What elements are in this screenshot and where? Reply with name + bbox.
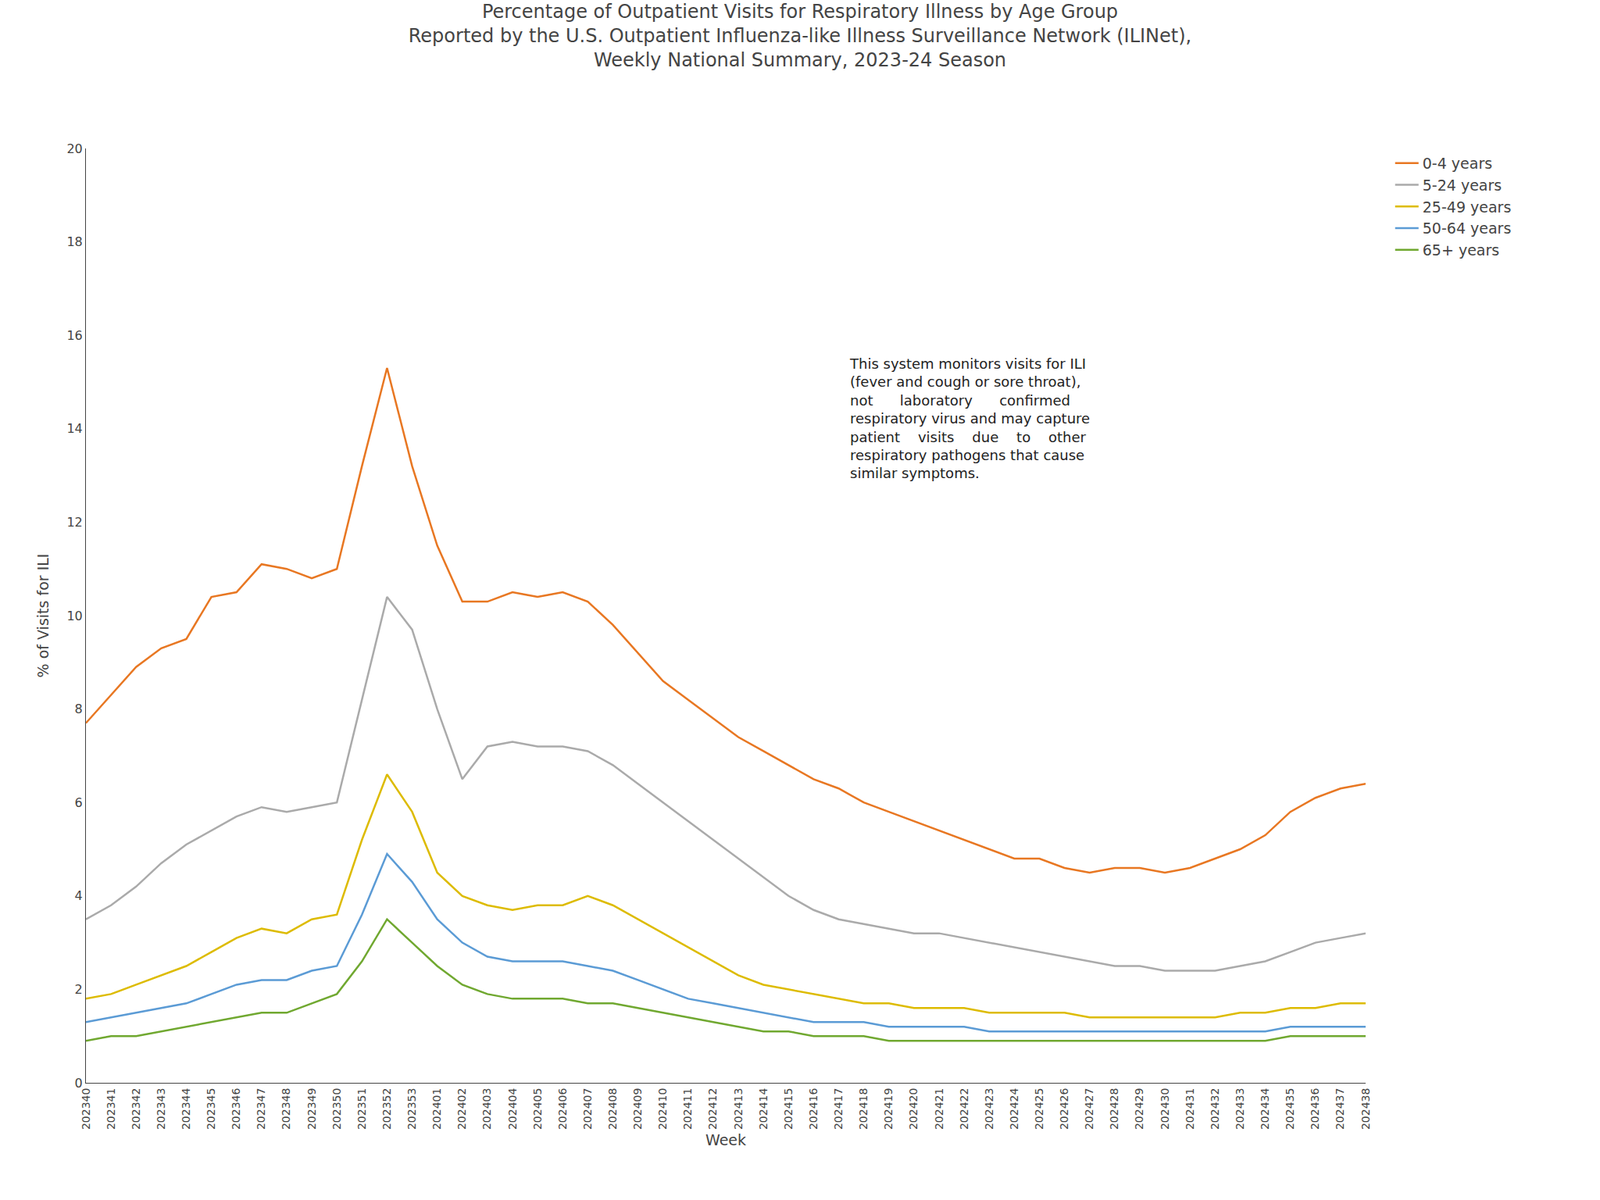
svg-text:202438: 202438 — [1359, 1088, 1372, 1130]
svg-text:202344: 202344 — [179, 1088, 193, 1131]
svg-text:202426: 202426 — [1057, 1088, 1071, 1131]
svg-text:202352: 202352 — [380, 1088, 393, 1130]
svg-text:202406: 202406 — [556, 1088, 569, 1131]
svg-text:202423: 202423 — [982, 1088, 996, 1130]
svg-text:20: 20 — [66, 141, 83, 157]
svg-text:202350: 202350 — [330, 1088, 343, 1130]
svg-text:202435: 202435 — [1283, 1088, 1297, 1130]
svg-text:Week: Week — [705, 1131, 747, 1149]
svg-text:202410: 202410 — [656, 1088, 669, 1130]
svg-text:202345: 202345 — [204, 1088, 218, 1130]
svg-text:202404: 202404 — [506, 1088, 519, 1131]
svg-text:202431: 202431 — [1183, 1088, 1197, 1130]
svg-text:202415: 202415 — [782, 1088, 795, 1130]
svg-text:65+ years: 65+ years — [1422, 241, 1500, 259]
svg-text:16: 16 — [66, 328, 83, 343]
svg-text:4: 4 — [75, 888, 83, 904]
svg-text:0-4 years: 0-4 years — [1422, 154, 1493, 172]
svg-text:2: 2 — [75, 982, 83, 997]
svg-text:0: 0 — [75, 1075, 83, 1091]
svg-text:202429: 202429 — [1132, 1088, 1146, 1130]
svg-text:202437: 202437 — [1333, 1088, 1347, 1130]
svg-text:202409: 202409 — [631, 1088, 644, 1130]
svg-text:202402: 202402 — [455, 1088, 468, 1130]
svg-text:202434: 202434 — [1258, 1088, 1272, 1131]
svg-text:202430: 202430 — [1158, 1088, 1172, 1130]
svg-text:14: 14 — [66, 421, 83, 436]
svg-text:202412: 202412 — [706, 1088, 719, 1130]
svg-text:202343: 202343 — [154, 1088, 168, 1130]
svg-text:202425: 202425 — [1032, 1088, 1046, 1130]
svg-text:202341: 202341 — [104, 1088, 118, 1130]
svg-text:202348: 202348 — [279, 1088, 293, 1130]
svg-text:202420: 202420 — [907, 1088, 920, 1130]
svg-text:202353: 202353 — [405, 1088, 418, 1130]
svg-text:10: 10 — [66, 608, 83, 624]
svg-text:202427: 202427 — [1082, 1088, 1096, 1130]
svg-text:202340: 202340 — [79, 1088, 93, 1130]
svg-text:202424: 202424 — [1007, 1088, 1021, 1131]
svg-text:12: 12 — [66, 514, 83, 530]
svg-text:202417: 202417 — [832, 1088, 845, 1130]
svg-text:This system monitors visits fo: This system monitors visits for ILI(feve… — [849, 355, 1090, 482]
svg-text:6: 6 — [75, 795, 83, 811]
svg-text:202405: 202405 — [531, 1088, 544, 1130]
svg-text:202416: 202416 — [807, 1088, 820, 1131]
svg-text:202408: 202408 — [606, 1088, 619, 1130]
svg-text:202347: 202347 — [254, 1088, 268, 1130]
svg-text:202418: 202418 — [857, 1088, 870, 1130]
svg-text:202428: 202428 — [1107, 1088, 1121, 1130]
svg-text:202407: 202407 — [581, 1088, 594, 1130]
svg-text:202342: 202342 — [129, 1088, 143, 1130]
svg-text:202422: 202422 — [957, 1088, 971, 1130]
svg-text:% of Visits for ILI: % of Visits for ILI — [34, 553, 52, 679]
svg-text:18: 18 — [66, 234, 83, 250]
svg-text:Percentage of Outpatient Visit: Percentage of Outpatient Visits for Resp… — [408, 0, 1193, 72]
svg-text:202403: 202403 — [480, 1088, 493, 1130]
svg-text:5-24 years: 5-24 years — [1422, 176, 1502, 194]
svg-text:202413: 202413 — [732, 1088, 745, 1130]
svg-text:202419: 202419 — [882, 1088, 895, 1130]
svg-text:202411: 202411 — [681, 1088, 694, 1130]
svg-text:202349: 202349 — [305, 1088, 318, 1130]
svg-text:202433: 202433 — [1233, 1088, 1247, 1130]
svg-text:202414: 202414 — [757, 1088, 770, 1131]
svg-text:202421: 202421 — [932, 1088, 946, 1130]
svg-text:202401: 202401 — [430, 1088, 443, 1130]
svg-text:202346: 202346 — [229, 1088, 243, 1131]
svg-text:8: 8 — [75, 701, 83, 717]
svg-text:202432: 202432 — [1208, 1088, 1222, 1130]
svg-text:202436: 202436 — [1308, 1088, 1322, 1131]
svg-text:25-49 years: 25-49 years — [1422, 198, 1512, 216]
svg-text:50-64 years: 50-64 years — [1422, 219, 1512, 237]
svg-text:202351: 202351 — [355, 1088, 368, 1130]
